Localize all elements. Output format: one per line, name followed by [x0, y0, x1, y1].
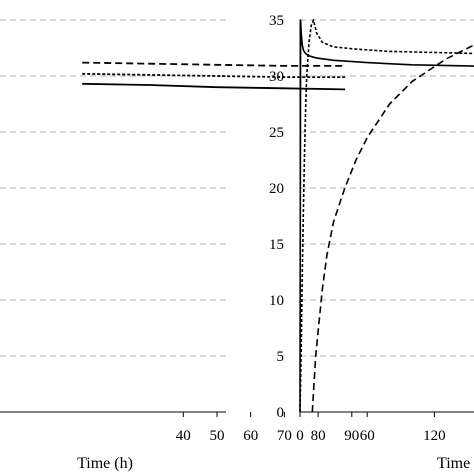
right-x-tick-label: 0 [296, 428, 304, 444]
right-y-tick-label: 10 [269, 293, 284, 309]
right-x-axis-label: Time [437, 455, 470, 472]
right-x-tick-label: 120 [423, 428, 446, 444]
right-x-tick-label: 60 [360, 428, 375, 444]
left-x-tick-label: 60 [243, 428, 258, 444]
left-x-tick-label: 80 [311, 428, 326, 444]
left-series-dashed-line [82, 61, 346, 67]
left-x-axis-label: Time (h) [77, 455, 133, 472]
right-chart: 0 5 10 15 20 25 30 35 0 60 120 Time [269, 13, 474, 472]
right-y-tick-label: 35 [269, 13, 284, 29]
right-y-tick-label: 20 [269, 181, 284, 197]
right-series-short-dashed-line [299, 19, 474, 413]
left-series-dotted-line [82, 72, 346, 78]
right-y-tick-label: 30 [269, 69, 284, 85]
right-series-solid-line [299, 19, 474, 413]
left-x-tick-label: 70 [277, 428, 292, 444]
right-y-tick-label: 5 [277, 349, 285, 365]
left-x-tick-label: 90 [344, 428, 359, 444]
right-y-tick-label: 25 [269, 125, 284, 141]
left-series-solid-line [82, 82, 346, 91]
left-x-tick-label: 40 [176, 428, 191, 444]
right-series-long-dashed-line [311, 44, 474, 413]
right-y-tick-label: 15 [269, 237, 284, 253]
right-y-tick-label: 0 [277, 405, 285, 421]
left-x-tick-label: 50 [210, 428, 225, 444]
